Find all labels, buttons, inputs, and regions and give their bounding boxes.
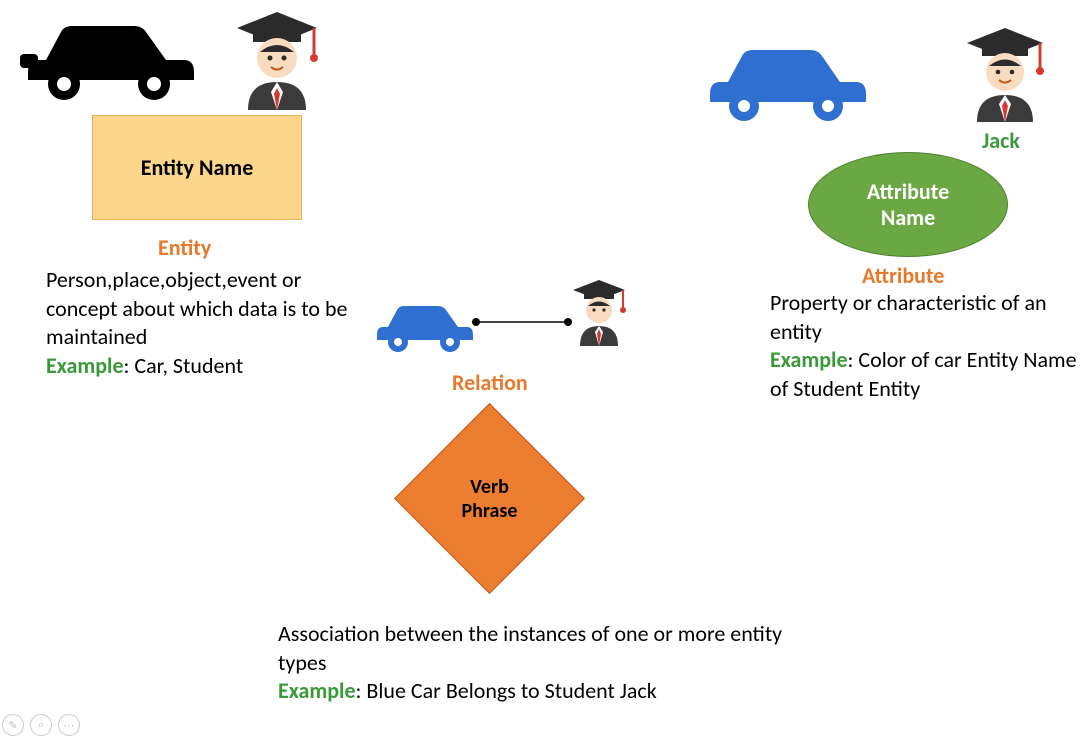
footer-more-icon[interactable]: ⋯ bbox=[58, 714, 80, 736]
relation-edge bbox=[472, 312, 572, 332]
entity-student-icon bbox=[230, 6, 325, 121]
attribute-example-label: Example bbox=[770, 346, 848, 373]
attribute-shape-label: AttributeName bbox=[867, 179, 949, 230]
relation-shape-label: VerbPhrase bbox=[461, 474, 517, 522]
entity-example-text: : Car, Student bbox=[124, 352, 244, 379]
attribute-title: Attribute bbox=[862, 262, 944, 289]
graduate-small-icon bbox=[573, 280, 626, 346]
footer-icon-1[interactable]: ✎ bbox=[2, 714, 24, 736]
relation-example-text: : Blue Car Belongs to Student Jack bbox=[356, 677, 657, 704]
relation-title: Relation bbox=[452, 369, 528, 396]
diamond-shape: VerbPhrase bbox=[394, 403, 585, 594]
footer-toolbar: ✎ ⌕ ⋯ bbox=[2, 714, 80, 736]
entity-shape-label: Entity Name bbox=[141, 154, 254, 181]
entity-description: Person,place,object,event or concept abo… bbox=[46, 266, 347, 350]
jack-label: Jack bbox=[982, 127, 1020, 154]
graduate-icon bbox=[967, 28, 1044, 122]
attribute-description-block: Property or characteristic of an entity … bbox=[770, 289, 1080, 403]
relation-student-icon bbox=[568, 276, 630, 355]
graduate-icon bbox=[237, 12, 318, 110]
entity-title: Entity bbox=[158, 234, 211, 261]
relation-description: Association between the instances of one… bbox=[278, 620, 782, 676]
footer-zoom-icon[interactable]: ⌕ bbox=[30, 714, 52, 736]
relation-car-icon bbox=[370, 297, 475, 358]
relation-description-block: Association between the instances of one… bbox=[278, 620, 788, 706]
entity-shape: Entity Name bbox=[92, 115, 302, 220]
relation-example-label: Example bbox=[278, 677, 356, 704]
car-blue-icon bbox=[710, 50, 866, 121]
entity-car-icon bbox=[16, 10, 206, 110]
entity-example-label: Example bbox=[46, 352, 124, 379]
attribute-description: Property or characteristic of an entity bbox=[770, 289, 1047, 345]
car-black-icon bbox=[20, 26, 194, 100]
attribute-shape: AttributeName bbox=[808, 152, 1008, 257]
car-blue-small-icon bbox=[377, 306, 473, 352]
attribute-student-icon bbox=[960, 22, 1050, 132]
attribute-car-icon bbox=[700, 36, 875, 129]
entity-description-block: Person,place,object,event or concept abo… bbox=[46, 266, 356, 380]
relation-shape: VerbPhrase bbox=[394, 403, 584, 593]
